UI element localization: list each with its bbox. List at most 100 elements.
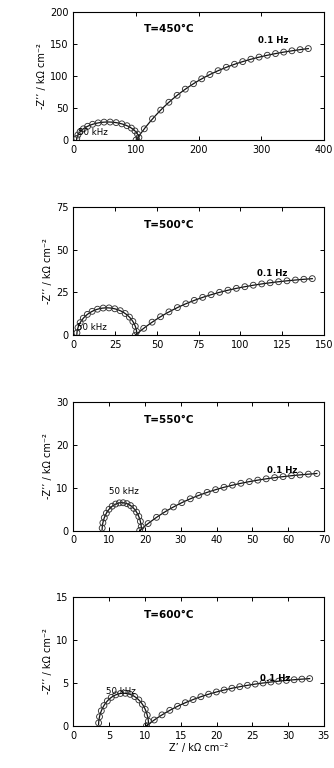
Point bbox=[128, 499, 133, 511]
Text: 0.1 Hz: 0.1 Hz bbox=[258, 36, 289, 45]
Point bbox=[74, 326, 79, 339]
Point bbox=[276, 675, 281, 687]
Text: T=450°C: T=450°C bbox=[144, 25, 194, 35]
Point bbox=[248, 53, 254, 65]
Point bbox=[134, 326, 139, 338]
Point bbox=[133, 329, 138, 342]
Point bbox=[190, 694, 196, 706]
Text: T=550°C: T=550°C bbox=[144, 415, 194, 425]
Point bbox=[124, 498, 130, 510]
Point bbox=[175, 301, 180, 313]
Point bbox=[142, 123, 147, 135]
Point bbox=[297, 468, 303, 481]
Point bbox=[242, 280, 247, 293]
Point bbox=[109, 691, 114, 703]
Point bbox=[240, 55, 245, 68]
Point bbox=[158, 310, 163, 323]
Point bbox=[99, 705, 104, 717]
Point bbox=[265, 49, 270, 61]
Point bbox=[114, 117, 119, 129]
Point bbox=[75, 129, 80, 141]
Point bbox=[85, 308, 90, 320]
Point bbox=[127, 311, 132, 323]
Y-axis label: -Z’’ / kΩ cm⁻²: -Z’’ / kΩ cm⁻² bbox=[37, 43, 47, 109]
Point bbox=[132, 124, 138, 137]
Text: 50 kHz: 50 kHz bbox=[77, 323, 107, 332]
Point bbox=[77, 126, 83, 138]
Point bbox=[134, 506, 139, 518]
Point bbox=[149, 316, 155, 329]
Point bbox=[136, 510, 142, 522]
Point bbox=[268, 276, 273, 289]
Point bbox=[310, 273, 315, 285]
Point bbox=[110, 500, 115, 512]
Point bbox=[301, 273, 307, 286]
Point bbox=[306, 468, 311, 480]
Point bbox=[130, 316, 136, 328]
Point bbox=[259, 278, 265, 290]
Point bbox=[106, 302, 112, 314]
Point bbox=[225, 284, 231, 296]
Point bbox=[188, 492, 193, 505]
Point bbox=[117, 497, 122, 509]
Point bbox=[257, 51, 262, 63]
Point bbox=[132, 690, 137, 703]
Text: 0.1 Hz: 0.1 Hz bbox=[260, 674, 290, 684]
Point bbox=[224, 61, 229, 74]
Point bbox=[154, 511, 159, 524]
Point bbox=[105, 695, 110, 707]
Point bbox=[208, 289, 214, 301]
Point bbox=[90, 118, 95, 131]
Point bbox=[213, 484, 218, 496]
Point bbox=[137, 525, 142, 537]
Point bbox=[124, 120, 130, 132]
Point bbox=[204, 486, 210, 498]
Point bbox=[131, 502, 136, 515]
Y-axis label: -Z’’ / kΩ cm⁻²: -Z’’ / kΩ cm⁻² bbox=[43, 433, 53, 499]
Text: 50 kHz: 50 kHz bbox=[78, 128, 108, 137]
Point bbox=[273, 48, 278, 60]
Point bbox=[133, 320, 138, 333]
Point bbox=[289, 469, 294, 482]
Point bbox=[141, 322, 146, 334]
Point bbox=[191, 78, 196, 90]
Text: T=500°C: T=500°C bbox=[144, 220, 194, 230]
Point bbox=[123, 307, 128, 319]
Point bbox=[314, 468, 320, 480]
Point bbox=[292, 674, 297, 686]
Point bbox=[100, 517, 106, 529]
Point bbox=[104, 507, 109, 519]
Point bbox=[118, 305, 123, 317]
Point bbox=[136, 694, 142, 706]
Point bbox=[162, 505, 168, 518]
Point bbox=[102, 511, 107, 524]
Point bbox=[90, 305, 95, 317]
Point bbox=[101, 700, 107, 712]
Point bbox=[159, 709, 165, 721]
Point bbox=[261, 677, 266, 689]
Point bbox=[144, 720, 149, 732]
Point bbox=[145, 518, 151, 530]
Point bbox=[97, 710, 102, 723]
Point bbox=[232, 58, 237, 71]
Point bbox=[171, 501, 176, 513]
Point bbox=[229, 682, 234, 694]
Point bbox=[128, 688, 133, 700]
Point bbox=[134, 134, 139, 146]
Point bbox=[77, 316, 83, 329]
Point bbox=[268, 676, 274, 688]
Text: 50 kHz: 50 kHz bbox=[106, 687, 136, 696]
Point bbox=[284, 674, 289, 687]
Point bbox=[112, 303, 118, 315]
X-axis label: Z’ / kΩ cm⁻²: Z’ / kΩ cm⁻² bbox=[169, 743, 228, 753]
Point bbox=[299, 673, 305, 685]
Point bbox=[253, 678, 258, 690]
Point bbox=[237, 680, 242, 693]
Point bbox=[196, 489, 201, 502]
Point bbox=[230, 479, 235, 492]
Point bbox=[96, 117, 101, 129]
Point bbox=[215, 65, 221, 77]
Point bbox=[74, 132, 79, 144]
Point bbox=[75, 322, 81, 334]
Point bbox=[238, 477, 243, 489]
